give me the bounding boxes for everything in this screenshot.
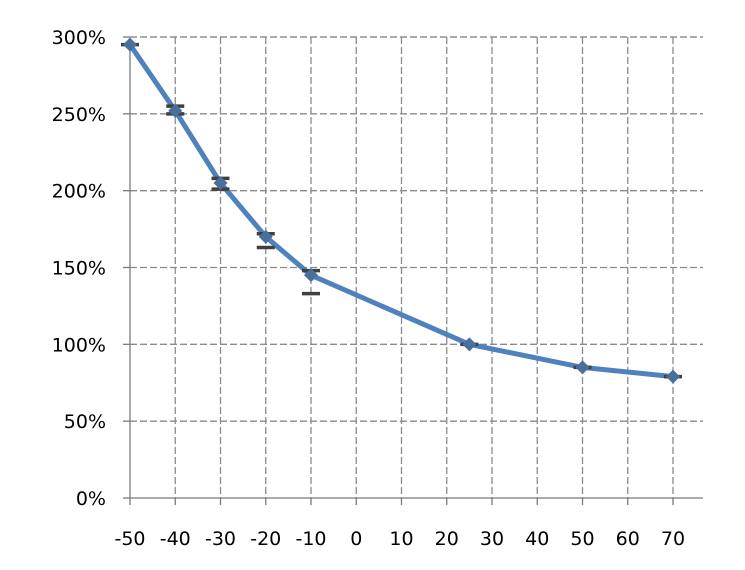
series xyxy=(121,37,682,384)
x-tick-label: 30 xyxy=(480,528,504,550)
x-tick-label: -30 xyxy=(205,528,236,550)
x-tick-label: 70 xyxy=(661,528,685,550)
y-tick-label: 300% xyxy=(52,27,106,49)
x-tick-label: -20 xyxy=(250,528,281,550)
y-tick-label: 250% xyxy=(52,104,106,126)
tick-labels: 0% 50% 100% 150% 200% 250% 300% -50 -40 -30 -20 -10… xyxy=(52,27,685,550)
data-point xyxy=(123,37,137,52)
x-tick-label: 0 xyxy=(350,528,362,550)
y-tick-label: 150% xyxy=(52,258,106,280)
y-tick-label: 50% xyxy=(64,411,106,433)
x-tick-label: -50 xyxy=(114,528,145,550)
data-point xyxy=(575,360,590,375)
y-tick-label: 100% xyxy=(52,334,106,356)
data-point xyxy=(258,229,273,244)
x-tick-label: 50 xyxy=(570,528,594,550)
x-tick-label: 10 xyxy=(389,528,413,550)
series-line xyxy=(127,42,676,380)
data-point xyxy=(462,337,477,352)
grid xyxy=(130,36,703,498)
y-tick-label: 200% xyxy=(52,181,106,203)
x-tick-label: -10 xyxy=(295,528,326,550)
data-point xyxy=(666,369,680,384)
x-tick-label: 20 xyxy=(435,528,459,550)
x-tick-label: 60 xyxy=(616,528,640,550)
y-tick-label: 0% xyxy=(76,488,106,510)
data-point xyxy=(213,175,228,190)
axes xyxy=(123,36,703,505)
x-tick-label: -40 xyxy=(160,528,191,550)
data-point xyxy=(304,268,318,283)
x-tick-label: 40 xyxy=(525,528,549,550)
data-point xyxy=(168,103,183,118)
